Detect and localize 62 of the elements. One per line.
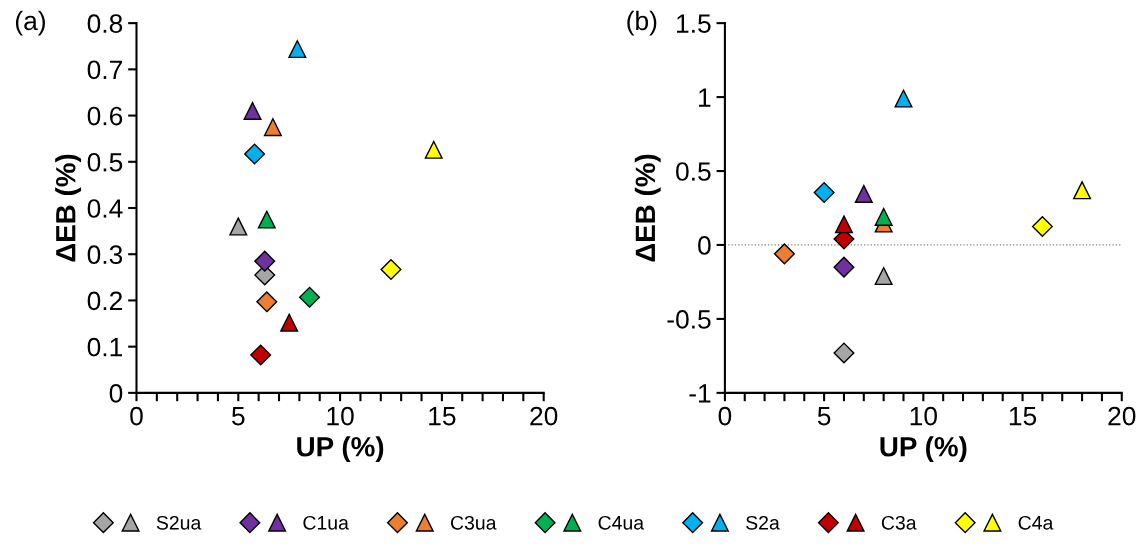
y-tick-label: 0.8 — [87, 14, 123, 33]
y-axis-title: ΔEB (%) — [634, 154, 661, 262]
point — [288, 39, 307, 59]
x-tick-label: 0 — [130, 406, 143, 426]
y-tick-label: 0.6 — [87, 106, 123, 126]
x-tick-label: 20 — [1108, 406, 1136, 426]
legend-label: S2a — [746, 515, 780, 530]
y-tick-label: 0.2 — [87, 291, 122, 311]
y-tick-label: 0 — [698, 236, 711, 255]
point — [280, 313, 299, 332]
legend-label: C3ua — [450, 515, 497, 530]
point — [243, 101, 262, 120]
point — [874, 267, 893, 286]
x-tick-label: 20 — [530, 406, 558, 426]
point — [1073, 181, 1092, 200]
legend-label: C4ua — [598, 515, 645, 530]
legend-label: C1ua — [303, 515, 349, 530]
point — [813, 181, 835, 203]
point — [834, 215, 853, 234]
point — [229, 217, 248, 236]
point — [254, 250, 276, 272]
point — [424, 140, 443, 159]
y-tick-label: 0.5 — [87, 152, 123, 172]
point — [299, 286, 321, 308]
point — [256, 291, 278, 313]
point — [250, 344, 272, 366]
legend-label: C4a — [1018, 515, 1054, 530]
point — [833, 342, 855, 364]
x-tick-label: 0 — [718, 406, 732, 426]
x-tick-label: 10 — [327, 406, 354, 426]
y-tick-label: 0.3 — [87, 245, 123, 265]
point — [244, 143, 266, 165]
x-tick-label: 15 — [1009, 407, 1037, 426]
x-tick-label: 5 — [232, 407, 245, 426]
y-tick-label: 1.5 — [677, 14, 711, 33]
chart-title: (b) — [627, 10, 657, 36]
y-tick-label: 0 — [109, 384, 123, 403]
chart-title: (a) — [15, 10, 45, 36]
y-tick-label: -0.5 — [667, 310, 711, 329]
y-tick-label: 1 — [699, 88, 711, 107]
y-axis-title: ΔEB (%) — [55, 154, 82, 262]
point — [833, 256, 855, 278]
point — [894, 89, 913, 108]
x-axis-title: UP (%) — [880, 436, 967, 463]
y-tick-label: 0.1 — [87, 337, 123, 357]
y-tick-label: 0.7 — [87, 60, 122, 80]
point — [874, 207, 893, 226]
x-axis-title: UP (%) — [297, 436, 384, 463]
point — [854, 184, 873, 203]
legend-label: S2ua — [156, 515, 202, 530]
x-tick-label: 10 — [910, 406, 937, 426]
point — [257, 210, 276, 229]
legend-label: C3a — [881, 515, 917, 530]
x-tick-label: 15 — [429, 407, 456, 426]
x-tick-label: 5 — [817, 407, 831, 426]
point — [380, 258, 402, 280]
point — [773, 243, 795, 265]
point — [1031, 215, 1053, 238]
y-tick-label: -1 — [689, 384, 711, 403]
point — [263, 118, 282, 137]
y-tick-label: 0.4 — [87, 199, 123, 218]
y-tick-label: 0.5 — [676, 162, 711, 181]
